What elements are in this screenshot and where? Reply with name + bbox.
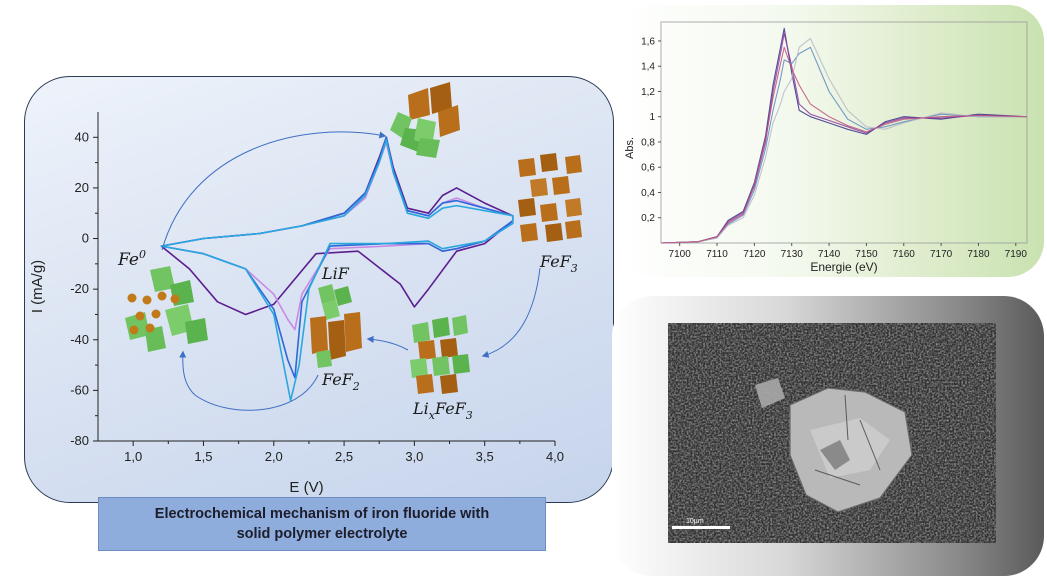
label-lixfef3-fef: FeF: [434, 399, 467, 418]
cv-y-tick-label: 20: [75, 180, 89, 195]
arrow-fe0-to-fef3-path: [161, 131, 387, 251]
label-lif-main: LiF: [321, 264, 350, 283]
xas-series-line: [660, 32, 1028, 244]
xas-y-tick-label: 1: [649, 112, 655, 123]
xas-y-tick-label: 0,2: [641, 213, 655, 224]
xas-x-tick-label: 7160: [893, 249, 916, 260]
xas-x-tick-label: 7190: [1005, 249, 1028, 260]
xas-series-line: [660, 27, 1028, 244]
crystal-fef3-top: [390, 82, 460, 158]
label-lixfef3: LixFeF3: [412, 399, 473, 422]
label-fef3: FeF3: [539, 252, 578, 275]
cv-x-tick-label: 3,0: [405, 449, 423, 464]
label-fef3-main: FeF: [539, 252, 572, 271]
label-fe0-main: Fe: [117, 250, 139, 270]
caption-line-2: solid polymer electrolyte: [236, 526, 408, 542]
xas-series-group: [660, 27, 1028, 244]
crystal-lixfef3: [410, 315, 470, 394]
xas-x-tick-label: 7130: [781, 249, 804, 260]
sem-central-crystal: [755, 378, 913, 513]
label-fef3-sub: 3: [571, 262, 578, 275]
sem-scale-bar: [672, 526, 730, 529]
label-fe0-sup: 0: [139, 248, 146, 261]
cv-y-tick-label: -40: [70, 332, 89, 347]
xas-x-tick-label: 7140: [818, 249, 841, 260]
xas-x-tick-label: 7150: [855, 249, 878, 260]
label-lixfef3-x: x: [429, 409, 436, 422]
cv-x-axis-label: E (V): [289, 479, 323, 496]
label-lixfef3-sub: 3: [466, 409, 473, 422]
xas-y-tick-label: 1,6: [641, 36, 655, 47]
xas-x-tick-label: 7170: [930, 249, 953, 260]
xas-series-line: [660, 37, 1027, 244]
cv-x-tick-label: 2,5: [335, 449, 353, 464]
xas-y-tick-label: 0,4: [641, 188, 655, 199]
xas-x-tick-label: 7100: [669, 249, 692, 260]
label-lif: LiF: [321, 264, 350, 283]
mechanism-arrows: [161, 131, 541, 411]
cv-y-axis-label: I (mA/g): [29, 260, 46, 313]
figure-caption: Electrochemical mechanism of iron fluori…: [98, 497, 546, 551]
cv-x-tick-label: 2,0: [265, 449, 283, 464]
xas-y-tick-label: 0,8: [641, 137, 655, 148]
xas-y-tick-label: 1,4: [641, 62, 655, 73]
cv-x-tick-label: 1,5: [194, 449, 212, 464]
cv-x-tick-label: 3,5: [476, 449, 494, 464]
xas-x-tick-label: 7110: [706, 249, 728, 260]
xas-x-axis-label: Energie (eV): [810, 260, 877, 274]
xas-y-axis-label: Abs.: [624, 137, 636, 159]
xas-plot-frame: [660, 21, 1028, 244]
caption-line-1: Electrochemical mechanism of iron fluori…: [154, 506, 490, 522]
xas-series-line: [660, 46, 1027, 244]
cv-chart: 1,0 1,5 2,0 2,5 3,0 3,5 4,040200-20-40-60-80E …: [29, 82, 582, 496]
cv-x-tick-label: 1,0: [124, 449, 142, 464]
arrow-lixfef3-to-fef2: [366, 335, 409, 351]
xas-y-tick-label: 1,2: [641, 87, 655, 98]
xas-x-tick-label: 7180: [967, 249, 990, 260]
arrow-fef3-to-lixfef3: [481, 267, 541, 358]
xas-chart-panel: [620, 5, 1044, 277]
cv-y-tick-label: -20: [70, 281, 89, 296]
xas-y-tick-label: 0,6: [641, 163, 655, 174]
cv-y-tick-label: -80: [70, 433, 89, 448]
label-fef2-sub: 2: [352, 380, 360, 393]
label-fef2: FeF2: [321, 370, 360, 393]
label-lixfef3-li: Li: [412, 399, 429, 418]
cv-x-tick-label: 4,0: [546, 449, 564, 464]
label-fef2-main: FeF: [321, 370, 354, 389]
crystal-fe0: [125, 266, 208, 352]
crystal-lif-fef2: [310, 284, 362, 368]
cv-y-tick-label: 0: [82, 231, 89, 246]
sem-scale-label: 10µm: [686, 518, 704, 525]
cv-y-tick-label: -60: [70, 382, 89, 397]
xas-axes: 7100 7110 7120 7130 7140 7150 7160 7170 7180 7190…: [624, 21, 1028, 274]
label-fe0: Fe0: [117, 248, 146, 270]
crystal-fef3-right: [518, 153, 582, 242]
arrow-fef2-to-fe0: [179, 350, 319, 411]
xas-chart: 7100 7110 7120 7130 7140 7150 7160 7170 7180 7190…: [624, 21, 1028, 274]
cv-series-group: [160, 136, 514, 402]
cv-axes: 1,0 1,5 2,0 2,5 3,0 3,5 4,040200-20-40-60-80E …: [29, 112, 564, 496]
cv-y-tick-label: 40: [75, 129, 89, 144]
cv-series-line: [160, 139, 514, 402]
xas-series-line: [660, 46, 1028, 244]
xas-x-tick-label: 7120: [743, 249, 766, 260]
